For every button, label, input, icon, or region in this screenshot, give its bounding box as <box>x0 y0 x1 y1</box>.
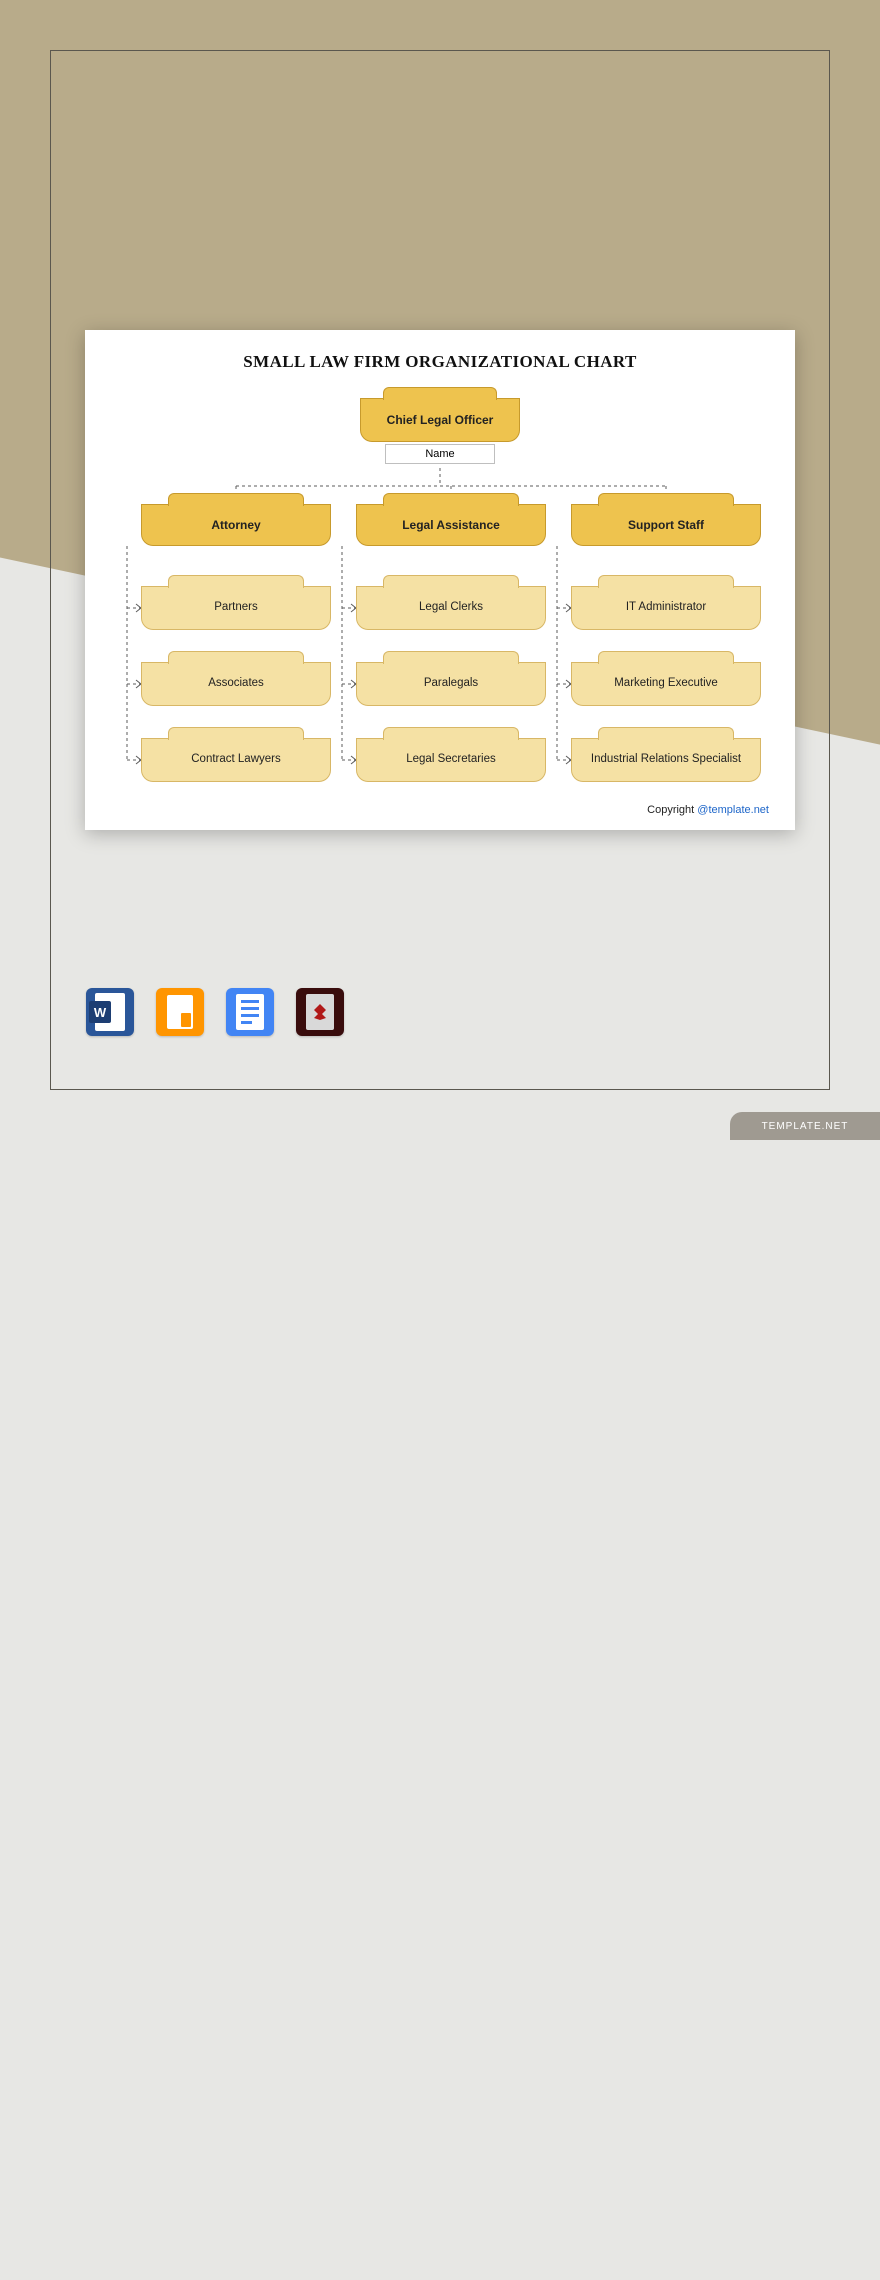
watermark: TEMPLATE.NET <box>730 1112 880 1140</box>
node-head-label: Legal Assistance <box>402 518 500 532</box>
node-head-2: Support Staff <box>571 504 761 546</box>
format-icon-pdf[interactable] <box>296 988 344 1036</box>
copyright-link[interactable]: @template.net <box>697 804 769 816</box>
node-leaf-0-2: Contract Lawyers <box>141 738 331 782</box>
format-icon-word[interactable]: W <box>86 988 134 1036</box>
node-root: Chief Legal Officer <box>360 398 520 442</box>
node-leaf-label: Industrial Relations Specialist <box>591 753 741 766</box>
node-leaf-label: Paralegals <box>424 677 478 690</box>
node-head-label: Attorney <box>211 518 260 532</box>
node-leaf-1-2: Legal Secretaries <box>356 738 546 782</box>
copyright-prefix: Copyright <box>647 804 697 816</box>
node-leaf-label: Partners <box>214 601 257 614</box>
node-root-label: Chief Legal Officer <box>387 413 494 427</box>
format-icon-pages[interactable] <box>156 988 204 1036</box>
format-icons-row: W <box>86 988 344 1036</box>
node-leaf-label: Marketing Executive <box>614 677 718 690</box>
node-head-0: Attorney <box>141 504 331 546</box>
template-card: SMALL LAW FIRM ORGANIZATIONAL CHART Chie… <box>85 330 795 830</box>
root-name-placeholder: Name <box>385 444 495 464</box>
node-head-label: Support Staff <box>628 518 704 532</box>
chart-title: SMALL LAW FIRM ORGANIZATIONAL CHART <box>111 352 769 372</box>
node-leaf-label: Associates <box>208 677 264 690</box>
node-leaf-2-2: Industrial Relations Specialist <box>571 738 761 782</box>
format-icon-gdocs[interactable] <box>226 988 274 1036</box>
node-leaf-label: Contract Lawyers <box>191 753 280 766</box>
node-leaf-label: Legal Secretaries <box>406 753 496 766</box>
org-chart: Chief Legal Officer Name Attorney Partner… <box>111 386 769 806</box>
node-leaf-1-1: Paralegals <box>356 662 546 706</box>
node-leaf-label: IT Administrator <box>626 601 706 614</box>
node-leaf-label: Legal Clerks <box>419 601 483 614</box>
copyright: Copyright @template.net <box>647 804 769 816</box>
node-leaf-2-0: IT Administrator <box>571 586 761 630</box>
node-leaf-2-1: Marketing Executive <box>571 662 761 706</box>
node-head-1: Legal Assistance <box>356 504 546 546</box>
node-leaf-0-0: Partners <box>141 586 331 630</box>
node-leaf-1-0: Legal Clerks <box>356 586 546 630</box>
node-leaf-0-1: Associates <box>141 662 331 706</box>
